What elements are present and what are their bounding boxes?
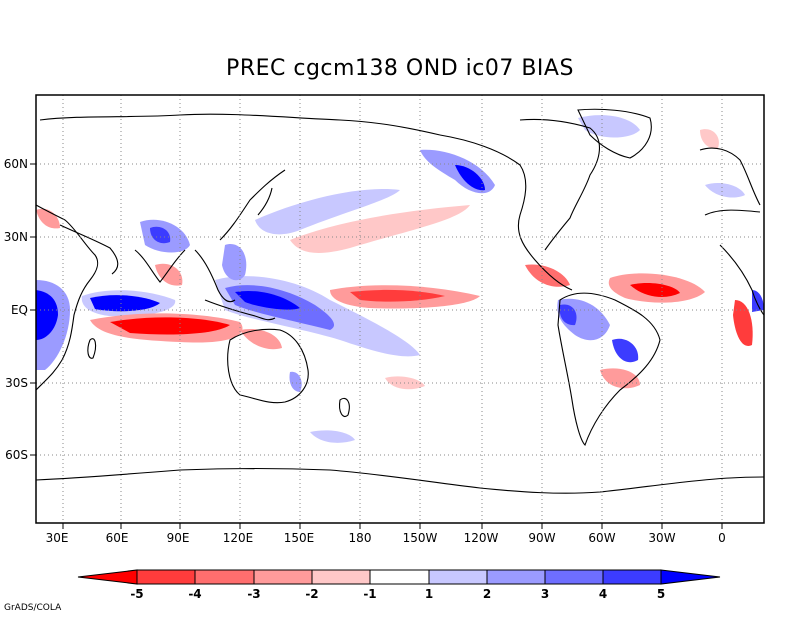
lon-label: 120W <box>464 531 499 545</box>
blue-patch-north-atlantic <box>705 183 745 198</box>
colorbar-box <box>544 569 604 585</box>
blue-patch-kuroshio <box>222 244 247 281</box>
red-patch-australia <box>240 328 282 350</box>
lon-label: 150W <box>403 531 438 545</box>
blue-core-west-pacific <box>235 290 300 310</box>
bias-field <box>36 115 764 443</box>
colorbar-label: -2 <box>305 587 318 601</box>
colorbar-box <box>369 569 430 585</box>
red-patch-south-atlantic <box>600 368 640 389</box>
map-frame <box>35 94 765 524</box>
colorbar-box <box>136 569 196 585</box>
colorbar-labels: -5 -4 -3 -2 -1 1 2 3 4 5 <box>130 587 665 601</box>
lon-label: 60E <box>106 531 129 545</box>
lon-label: 150E <box>284 531 315 545</box>
colorbar-label: -1 <box>363 587 376 601</box>
colorbar-box <box>486 569 546 585</box>
ticks <box>30 163 723 529</box>
colorbar-label: 3 <box>541 587 549 601</box>
colorbar <box>77 569 721 585</box>
lat-label: 60N <box>4 157 28 171</box>
colorbar-label: -3 <box>247 587 260 601</box>
colorbar-arrow-left <box>77 569 138 585</box>
chart-title: PREC cgcm138 OND ic07 BIAS <box>226 56 574 81</box>
lon-label: 0 <box>718 531 726 545</box>
red-band-north-pacific <box>290 205 470 253</box>
colorbar-label: -4 <box>188 587 201 601</box>
red-core-atlantic-itcz <box>630 282 680 297</box>
lon-labels: 30E 60E 90E 120E 150E 180 150W 120W 90W … <box>46 531 726 545</box>
blue-band-north-pacific <box>255 189 400 235</box>
graticule <box>36 95 764 523</box>
red-patch-central-america <box>525 264 570 287</box>
coastlines <box>36 108 764 494</box>
credit-text: GrADS/COLA <box>4 603 62 613</box>
colorbar-box <box>311 569 371 585</box>
lon-label: 60W <box>588 531 615 545</box>
colorbar-box <box>602 569 662 585</box>
colorbar-label: 4 <box>599 587 607 601</box>
red-patch-canada <box>700 129 719 149</box>
blue-core-indian-ocean <box>90 295 160 312</box>
lat-label: EQ <box>11 303 28 317</box>
lon-label: 120E <box>223 531 254 545</box>
blue-patch-south-pacific <box>310 430 355 443</box>
red-patch-arabian <box>155 263 183 286</box>
colorbar-label: 1 <box>425 587 433 601</box>
lon-label: 90W <box>528 531 555 545</box>
blue-patch-australia <box>289 371 302 392</box>
lat-label: 30N <box>4 230 28 244</box>
colorbar-box <box>253 569 313 585</box>
blue-patch-gulf-guinea <box>752 290 764 312</box>
colorbar-label: -5 <box>130 587 143 601</box>
lon-label: 30W <box>648 531 675 545</box>
colorbar-box <box>428 569 488 585</box>
colorbar-arrow-right <box>660 569 721 585</box>
lon-label: 180 <box>349 531 372 545</box>
red-core-south-indian <box>110 317 230 335</box>
red-patch-west-africa <box>733 300 753 346</box>
blue-core-gulf-alaska <box>455 165 485 191</box>
lon-label: 30E <box>46 531 69 545</box>
blue-patch-greenland <box>578 115 640 138</box>
colorbar-box <box>194 569 255 585</box>
lat-label: 60S <box>5 448 28 462</box>
colorbar-label: 5 <box>657 587 665 601</box>
blue-patch-brazil <box>612 338 639 363</box>
blue-core-africa <box>36 290 58 340</box>
lat-label: 30S <box>5 376 28 390</box>
blue-core-arabian <box>150 226 171 244</box>
lat-labels: 60N 30N EQ 30S 60S <box>4 157 28 462</box>
lon-label: 90E <box>167 531 190 545</box>
red-core-central-pacific <box>350 289 445 302</box>
colorbar-label: 2 <box>483 587 491 601</box>
red-patch-europe <box>36 208 60 229</box>
